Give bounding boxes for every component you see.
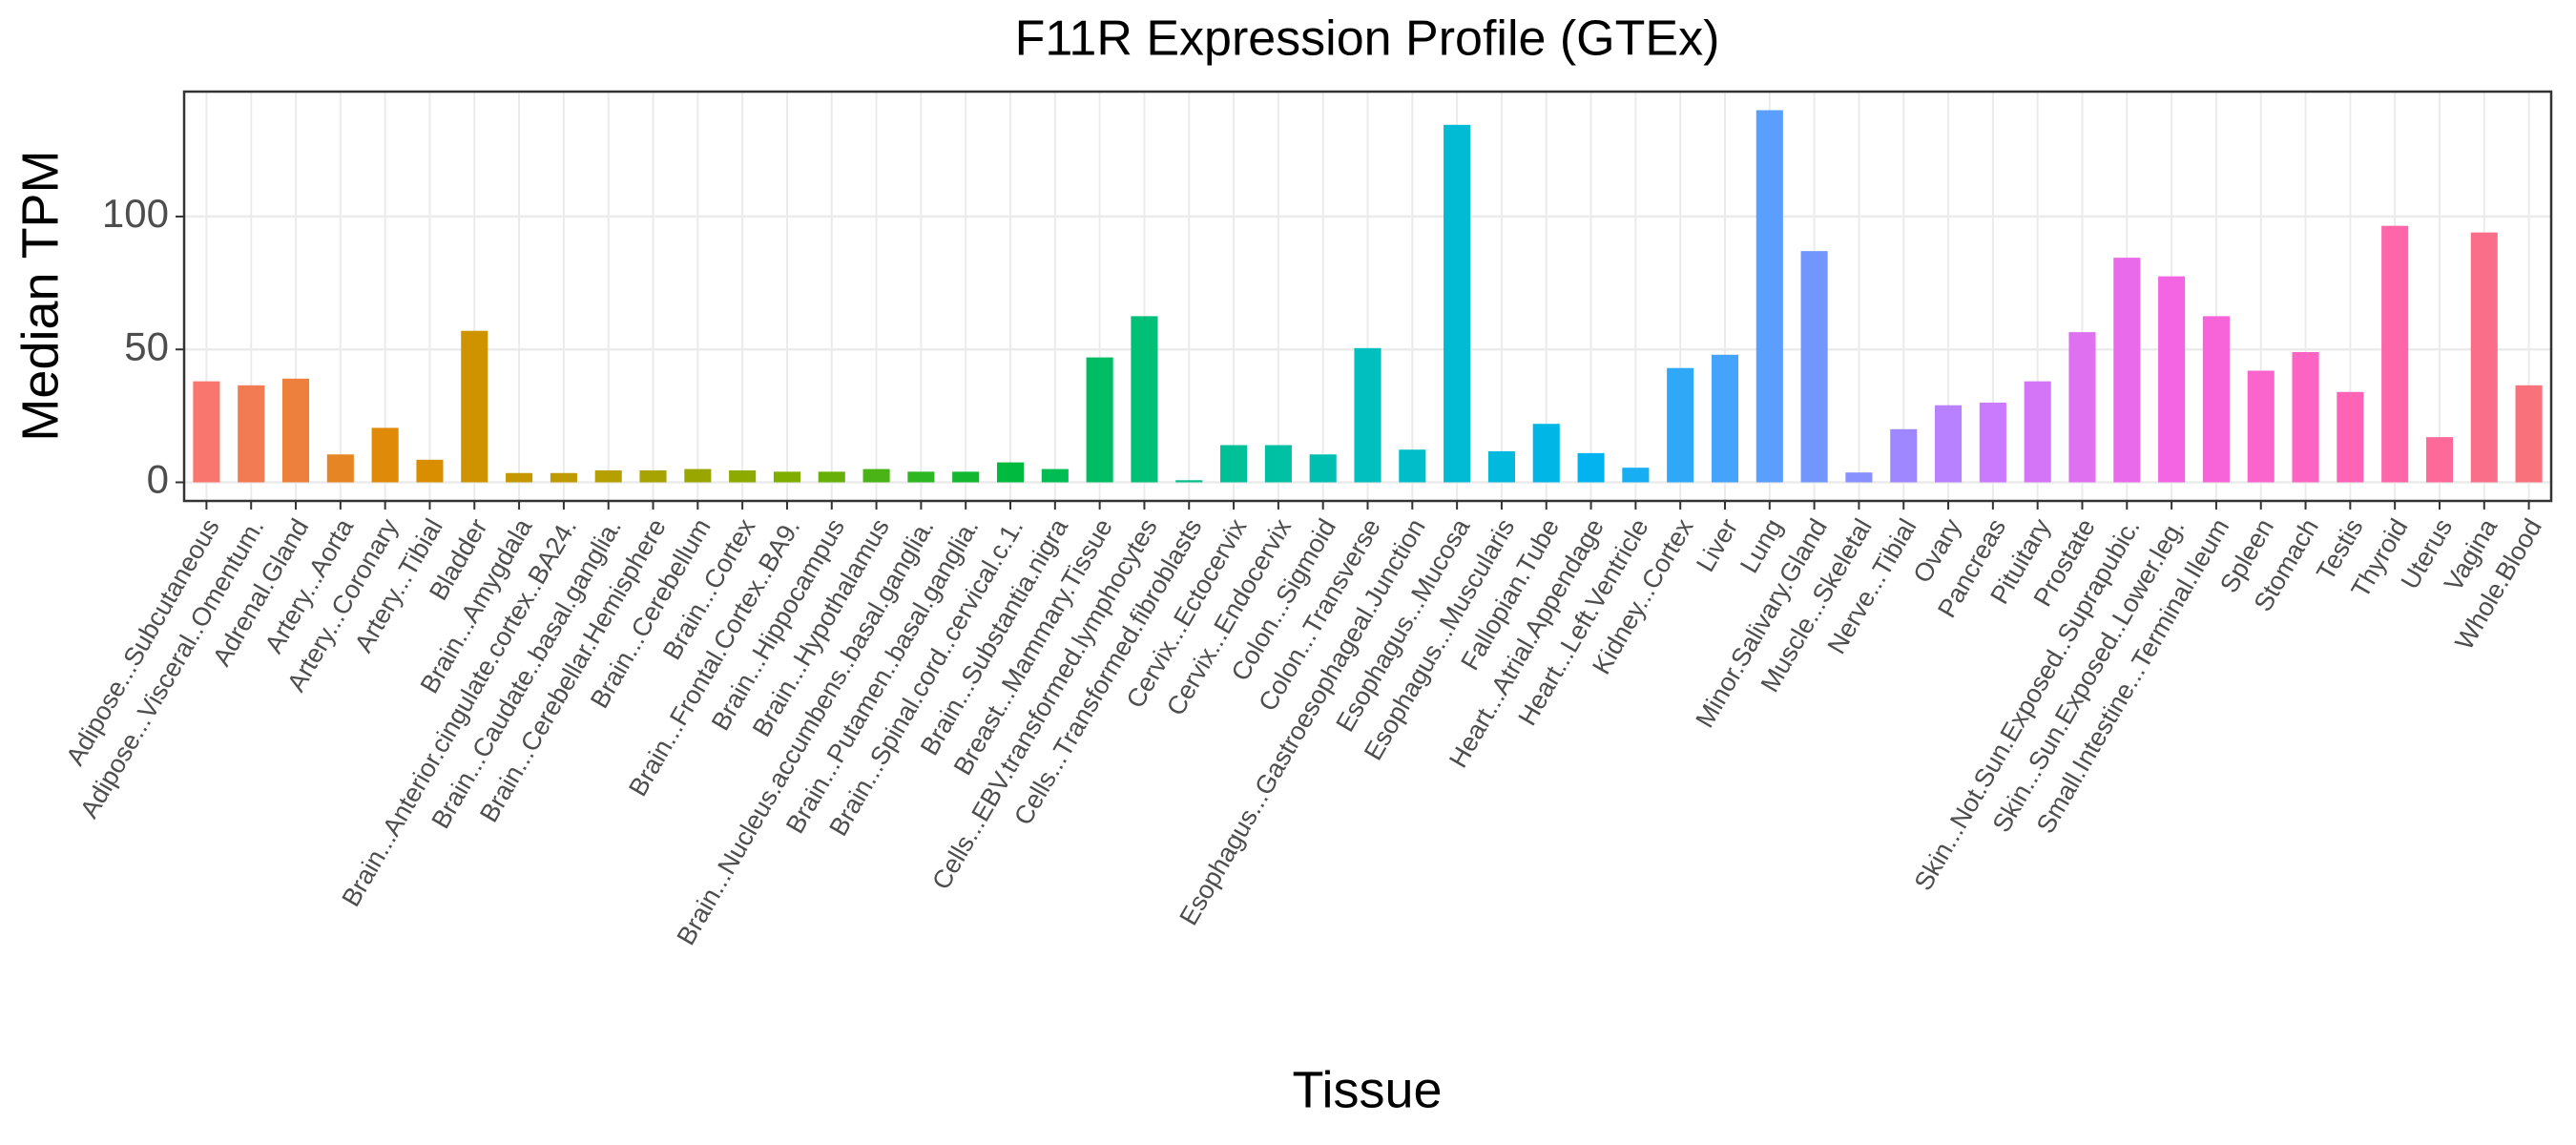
- x-tick-label: Liver: [1691, 514, 1743, 577]
- bar: [1532, 424, 1560, 483]
- bar: [1487, 450, 1515, 483]
- bar: [2515, 385, 2543, 483]
- bar: [684, 468, 712, 483]
- bar: [2113, 258, 2141, 483]
- x-tick-label: Adipose...Visceral..Omentum.: [74, 514, 269, 823]
- bar: [238, 385, 265, 483]
- bar: [773, 471, 800, 483]
- bar: [2068, 332, 2096, 483]
- bar: [907, 471, 935, 483]
- bar: [2470, 232, 2498, 483]
- bar: [550, 472, 577, 483]
- bar: [1309, 454, 1337, 483]
- bar: [1667, 367, 1694, 483]
- x-axis-title: Tissue: [1292, 1061, 1442, 1118]
- y-tick-label: 0: [147, 457, 169, 502]
- bar: [1354, 347, 1381, 483]
- bar: [1175, 480, 1203, 483]
- bar: [1935, 405, 1963, 483]
- bar: [506, 472, 533, 483]
- bar: [2024, 381, 2051, 483]
- bar: [1399, 449, 1426, 483]
- bar: [1711, 354, 1739, 483]
- bar: [1622, 468, 1650, 483]
- bar: [594, 469, 622, 483]
- bar: [371, 427, 399, 483]
- bar: [1800, 251, 1828, 483]
- bar: [729, 469, 757, 483]
- bar: [1845, 472, 1873, 483]
- bar: [1890, 428, 1918, 483]
- bar: [639, 469, 667, 483]
- bar: [2337, 391, 2364, 483]
- chart-title: F11R Expression Profile (GTEx): [1015, 11, 1720, 67]
- bar: [2381, 225, 2409, 483]
- bar: [1086, 357, 1113, 483]
- bar: [952, 471, 980, 483]
- bar: [2247, 370, 2275, 483]
- y-axis-title: Median TPM: [11, 150, 69, 441]
- bar: [193, 381, 220, 483]
- bar: [1979, 402, 2006, 483]
- y-tick-label: 50: [124, 323, 169, 368]
- bar: [2425, 437, 2454, 483]
- bar: [1264, 445, 1292, 483]
- bar: [2158, 276, 2186, 483]
- bar: [326, 454, 354, 483]
- bar: [2202, 316, 2230, 483]
- bar: [461, 330, 488, 483]
- bar: [1220, 445, 1248, 483]
- bar: [996, 462, 1025, 483]
- panel-border: [182, 90, 2553, 503]
- y-tick-label: 100: [102, 191, 169, 236]
- bar: [1755, 110, 1783, 483]
- bar: [416, 459, 444, 483]
- bar: [1444, 124, 1471, 483]
- bar: [1131, 316, 1158, 483]
- bar: [862, 468, 890, 483]
- bar: [1041, 468, 1069, 483]
- bar: [1577, 452, 1605, 483]
- bar: [2292, 352, 2319, 483]
- bar: [281, 378, 310, 483]
- bar: [818, 471, 845, 483]
